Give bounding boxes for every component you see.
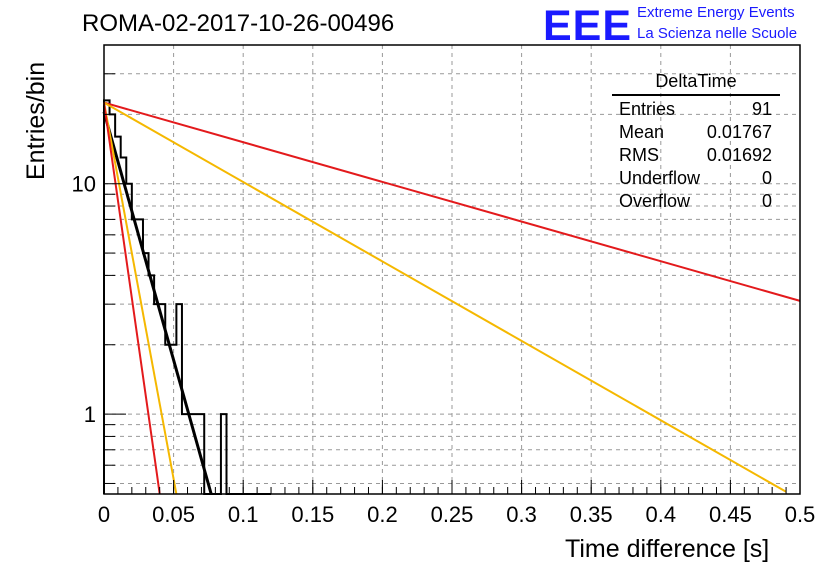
x-tick-label: 0.25 bbox=[431, 502, 474, 527]
x-tick-label: 0.1 bbox=[228, 502, 259, 527]
x-axis-label: Time difference [s] bbox=[565, 535, 770, 563]
eee-logo: EEE bbox=[543, 2, 633, 50]
stats-label: Underflow bbox=[619, 168, 701, 188]
fit-line bbox=[103, 102, 161, 495]
stats-value: 0.01692 bbox=[706, 145, 772, 165]
stats-row-mean: Mean 0.01767 bbox=[612, 121, 780, 144]
y-axis-label: Entries/bin bbox=[22, 61, 50, 180]
x-tick-label: 0.05 bbox=[152, 502, 195, 527]
y-tick-label: 10 bbox=[72, 172, 96, 197]
x-tick-label: 0.15 bbox=[291, 502, 334, 527]
histogram-outline bbox=[103, 99, 272, 495]
stats-box: DeltaTime Entries 91 Mean 0.01767 RMS 0.… bbox=[612, 71, 780, 213]
x-tick-label: 0.5 bbox=[785, 502, 816, 527]
logo-line-1: Extreme Energy Events bbox=[637, 4, 795, 21]
y-tick-label: 1 bbox=[84, 402, 96, 427]
fit-line bbox=[102, 111, 213, 495]
fit-line bbox=[103, 101, 801, 302]
stats-label: Overflow bbox=[619, 191, 691, 211]
stats-row-underflow: Underflow 0 bbox=[612, 167, 780, 190]
stats-value: 0.01767 bbox=[706, 122, 772, 142]
tick-labels: 0 0.05 0.1 0.15 0.2 0.25 0.3 0.35 0.4 0.45 0.5 1 10 bbox=[72, 172, 816, 527]
axis-ticks bbox=[103, 44, 801, 494]
stats-row-rms: RMS 0.01692 bbox=[612, 144, 780, 167]
stats-row-overflow: Overflow 0 bbox=[612, 190, 780, 213]
x-tick-label: 0.2 bbox=[367, 502, 398, 527]
x-tick-label: 0.45 bbox=[709, 502, 752, 527]
chart-title: ROMA-02-2017-10-26-00496 bbox=[82, 10, 395, 37]
stats-row-entries: Entries 91 bbox=[612, 98, 780, 121]
x-tick-label: 0.35 bbox=[570, 502, 613, 527]
stats-label: RMS bbox=[619, 145, 659, 165]
stats-label: Mean bbox=[619, 122, 665, 142]
stats-title: DeltaTime bbox=[655, 71, 737, 91]
x-tick-label: 0 bbox=[98, 502, 110, 527]
histogram bbox=[103, 99, 272, 495]
x-tick-label: 0.4 bbox=[646, 502, 677, 527]
stats-value: 0 bbox=[761, 168, 772, 188]
logo-line-2: La Scienza nelle Scuole bbox=[637, 25, 798, 42]
x-tick-label: 0.3 bbox=[506, 502, 537, 527]
stats-label: Entries bbox=[619, 99, 676, 119]
fit-line bbox=[103, 102, 178, 495]
fit-line bbox=[103, 101, 787, 493]
stats-divider bbox=[612, 94, 780, 96]
stats-value: 91 bbox=[751, 99, 772, 119]
fit-lines bbox=[102, 101, 801, 495]
stats-value: 0 bbox=[761, 191, 772, 211]
